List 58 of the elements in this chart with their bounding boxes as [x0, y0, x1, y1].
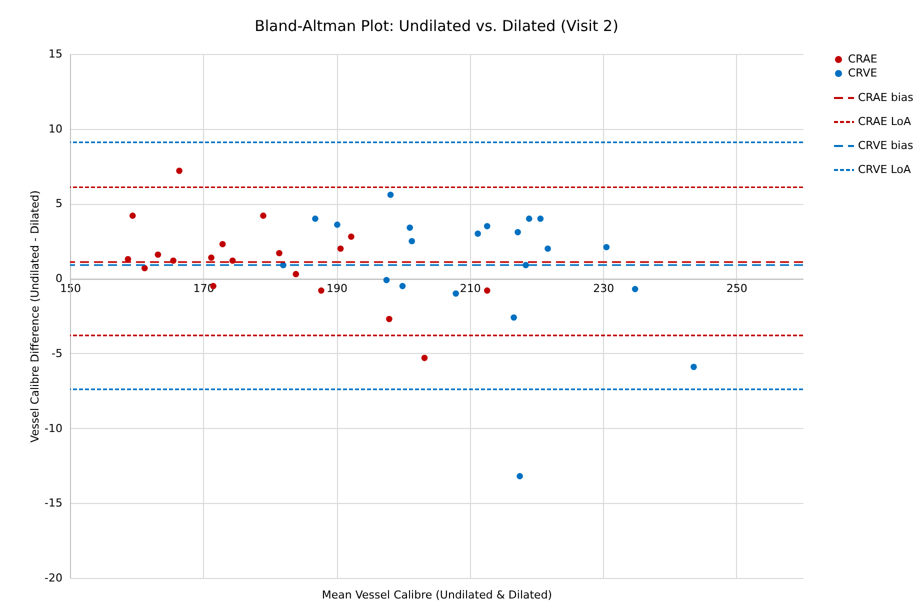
x-axis-title: Mean Vessel Calibre (Undilated & Dilated) — [322, 588, 552, 602]
point — [516, 473, 523, 480]
point — [383, 276, 390, 284]
point — [544, 245, 551, 252]
point — [141, 264, 148, 272]
y-axis-title: Vessel Calibre Difference (Undilated - Dilated) — [28, 190, 42, 443]
point — [632, 286, 638, 292]
legend-label: CRVE — [848, 66, 878, 80]
point — [484, 287, 490, 294]
y-tick-label: 5 — [56, 197, 62, 210]
point — [154, 251, 162, 258]
point — [399, 282, 406, 290]
point — [603, 244, 610, 250]
point — [260, 212, 266, 219]
point — [387, 192, 394, 198]
y-tick-label: -10 — [44, 422, 62, 435]
x-tick-label: 250 — [726, 282, 748, 296]
x-tick-label: 230 — [593, 282, 614, 296]
point — [421, 354, 428, 362]
legend-label: CRAE — [848, 52, 878, 66]
legend-label: CRVE bias — [858, 139, 914, 152]
point — [406, 224, 414, 231]
point — [334, 222, 340, 228]
y-tick-label: 0 — [56, 272, 62, 286]
point — [386, 316, 392, 322]
point — [129, 212, 136, 219]
y-tick-label: 15 — [48, 48, 62, 60]
point — [522, 262, 529, 268]
point — [219, 240, 226, 248]
y-tick-label: 10 — [48, 122, 62, 136]
point — [348, 233, 354, 240]
point — [690, 364, 697, 370]
point — [208, 254, 214, 261]
point — [526, 216, 532, 222]
point — [452, 290, 459, 297]
point — [292, 270, 300, 278]
point — [474, 230, 481, 237]
point — [124, 256, 132, 262]
point — [276, 250, 282, 256]
x-tick-label: 190 — [326, 282, 348, 296]
chart-title: Bland-Altman Plot: Undilated vs. Dilated (Visit 2) — [254, 17, 618, 35]
point — [318, 287, 324, 294]
point — [229, 257, 236, 264]
legend-label: CRVE LoA — [858, 163, 912, 176]
x-tick-label: 210 — [460, 282, 481, 296]
point — [514, 229, 521, 236]
y-tick-label: -5 — [52, 346, 62, 360]
y-tick-label: -15 — [44, 496, 62, 510]
point — [510, 314, 517, 321]
y-tick-label: -20 — [44, 572, 62, 584]
point — [408, 238, 416, 244]
point — [484, 223, 490, 230]
legend-label: CRAE LoA — [858, 115, 912, 128]
legend-label: CRAE bias — [858, 91, 914, 104]
point — [312, 216, 318, 222]
point — [537, 216, 544, 222]
point — [176, 168, 182, 174]
point — [337, 245, 344, 252]
